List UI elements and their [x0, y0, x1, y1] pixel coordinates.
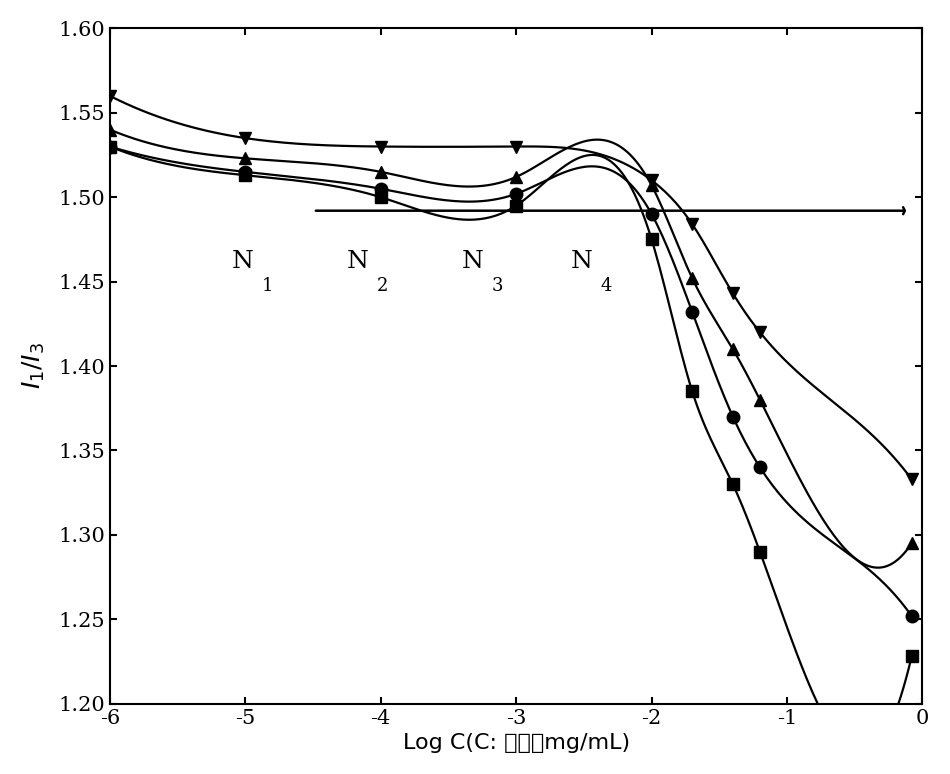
Text: N: N	[462, 250, 484, 273]
Text: N: N	[232, 250, 254, 273]
Text: 1: 1	[261, 276, 273, 295]
Text: N: N	[347, 250, 369, 273]
Y-axis label: $I_1$/$I_3$: $I_1$/$I_3$	[21, 343, 48, 389]
Text: 3: 3	[492, 276, 504, 295]
Text: N: N	[570, 250, 592, 273]
Text: 2: 2	[377, 276, 388, 295]
Text: 4: 4	[600, 276, 612, 295]
X-axis label: Log C(C: 浓度，mg/mL): Log C(C: 浓度，mg/mL)	[403, 733, 630, 753]
